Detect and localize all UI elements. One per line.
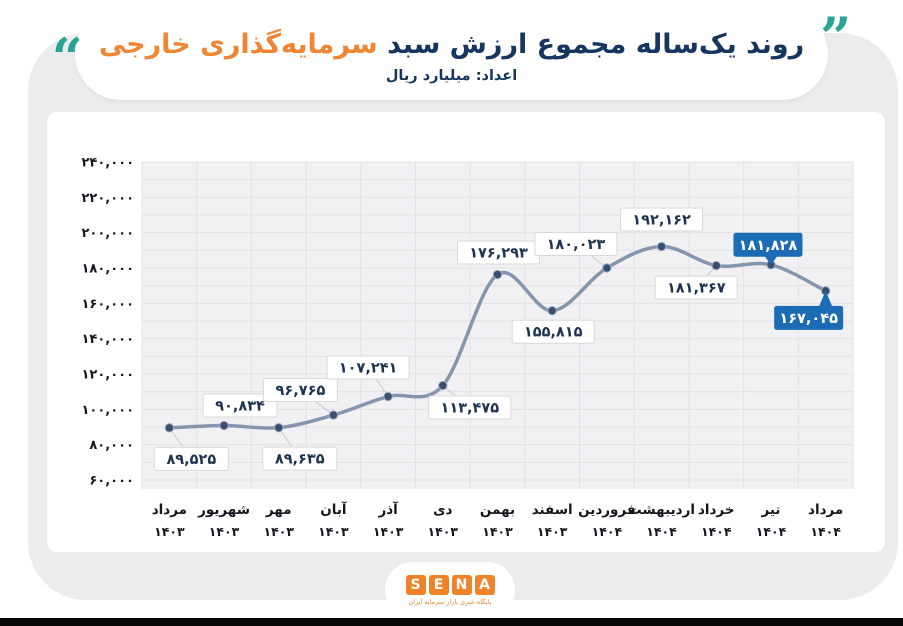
svg-text:۱۸۰,۰۲۳: ۱۸۰,۰۲۳ [547,237,606,253]
svg-text:۱۴۰۳: ۱۴۰۳ [428,524,459,539]
svg-text:۱۵۵,۸۱۵: ۱۵۵,۸۱۵ [524,325,583,341]
svg-text:۱۴۰۴: ۱۴۰۴ [756,524,787,539]
chart-card: ۲۴۰,۰۰۰ ۲۲۰,۰۰۰ ۲۰۰,۰۰۰ ۱۸۰,۰۰۰ ۱۶۰,۰۰۰ ۱۴۰,۰… [47,112,885,552]
svg-text:۱۴۰۴: ۱۴۰۴ [810,524,841,539]
svg-text:۱۸۰,۰۰۰: ۱۸۰,۰۰۰ [81,262,134,277]
logo-letter: A [474,574,495,595]
svg-text:۱۰۰,۰۰۰: ۱۰۰,۰۰۰ [81,403,134,418]
svg-text:۲۲۰,۰۰۰: ۲۲۰,۰۰۰ [81,191,134,206]
unit-note: اعداد: میلیارد ریال [385,67,518,84]
svg-text:تیر: تیر [760,502,780,518]
svg-text:۱۹۲,۱۶۲: ۱۹۲,۱۶۲ [632,213,691,229]
svg-text:۱۴۰۳: ۱۴۰۳ [482,524,513,539]
logo-tagline: پایگاه خبری بازار سرمایه ایران [408,597,492,606]
svg-text:۱۲۰,۰۰۰: ۱۲۰,۰۰۰ [81,368,134,383]
bottom-bar [0,618,903,626]
svg-text:۸۹,۵۲۵: ۸۹,۵۲۵ [166,452,216,468]
svg-text:۱۴۰۴: ۱۴۰۴ [646,524,677,539]
svg-text:خرداد: خرداد [698,502,735,518]
svg-text:دی: دی [433,502,452,518]
svg-text:۱۴۰۳: ۱۴۰۳ [154,524,185,539]
svg-text:اردیبهشت: اردیبهشت [628,502,695,518]
svg-text:۱۴۰,۰۰۰: ۱۴۰,۰۰۰ [81,332,134,347]
page-title: روند یک‌ساله مجموع ارزش سبد سرمایه‌گذاری… [99,29,804,60]
svg-text:۸۹,۶۳۵: ۸۹,۶۳۵ [275,452,325,468]
svg-text:مرداد: مرداد [808,502,843,518]
sena-logo: S E N A [405,574,495,595]
svg-text:۱۰۷,۲۴۱: ۱۰۷,۲۴۱ [339,361,398,377]
title-main: روند یک‌ساله مجموع ارزش سبد [387,29,805,60]
svg-text:۱۴۰۳: ۱۴۰۳ [263,524,294,539]
title-row: “ روند یک‌ساله مجموع ارزش سبد سرمایه‌گذا… [51,4,852,90]
svg-text:۱۴۰۳: ۱۴۰۳ [537,524,568,539]
svg-text:۱۱۳,۴۷۵: ۱۱۳,۴۷۵ [441,401,500,417]
svg-text:فروردین: فروردین [578,502,636,518]
svg-text:۱۶۰,۰۰۰: ۱۶۰,۰۰۰ [81,297,134,312]
svg-text:مهر: مهر [265,502,292,518]
svg-text:۶۰,۰۰۰: ۶۰,۰۰۰ [89,474,134,489]
svg-text:۹۰,۸۳۴: ۹۰,۸۳۴ [215,399,265,415]
logo-letter: E [428,574,449,595]
svg-text:۱۴۰۴: ۱۴۰۴ [701,524,732,539]
logo-letter: N [451,574,472,595]
svg-text:۸۰,۰۰۰: ۸۰,۰۰۰ [89,438,134,453]
footer: S E N A پایگاه خبری بازار سرمایه ایران [385,562,515,618]
line-chart: ۲۴۰,۰۰۰ ۲۲۰,۰۰۰ ۲۰۰,۰۰۰ ۱۸۰,۰۰۰ ۱۶۰,۰۰۰ ۱۴۰,۰… [81,156,854,539]
svg-text:۱۸۱,۸۲۸: ۱۸۱,۸۲۸ [739,238,798,254]
svg-text:۲۴۰,۰۰۰: ۲۴۰,۰۰۰ [81,156,134,171]
svg-text:اسفند: اسفند [532,502,573,518]
svg-text:۱۴۰۳: ۱۴۰۳ [209,524,240,539]
svg-text:شهریور: شهریور [197,502,250,518]
svg-text:۱۴۰۴: ۱۴۰۴ [592,524,623,539]
svg-text:۱۴۰۳: ۱۴۰۳ [373,524,404,539]
svg-text:مرداد: مرداد [152,502,187,518]
svg-text:۹۶,۷۶۵: ۹۶,۷۶۵ [276,383,326,399]
svg-text:بهمن: بهمن [480,502,515,518]
logo-letter: S [405,574,426,595]
svg-text:۱۷۶,۲۹۳: ۱۷۶,۲۹۳ [469,246,528,262]
header: “ روند یک‌ساله مجموع ارزش سبد سرمایه‌گذا… [52,8,851,100]
svg-text:آبان: آبان [320,501,347,518]
svg-text:۱۶۷,۰۴۵: ۱۶۷,۰۴۵ [779,311,838,327]
svg-text:۲۰۰,۰۰۰: ۲۰۰,۰۰۰ [81,226,134,241]
svg-text:آذر: آذر [377,501,398,518]
svg-text:۱۴۰۳: ۱۴۰۳ [318,524,349,539]
svg-text:۱۸۱,۳۶۷: ۱۸۱,۳۶۷ [667,281,726,297]
title-accent: سرمایه‌گذاری خارجی [98,29,378,60]
